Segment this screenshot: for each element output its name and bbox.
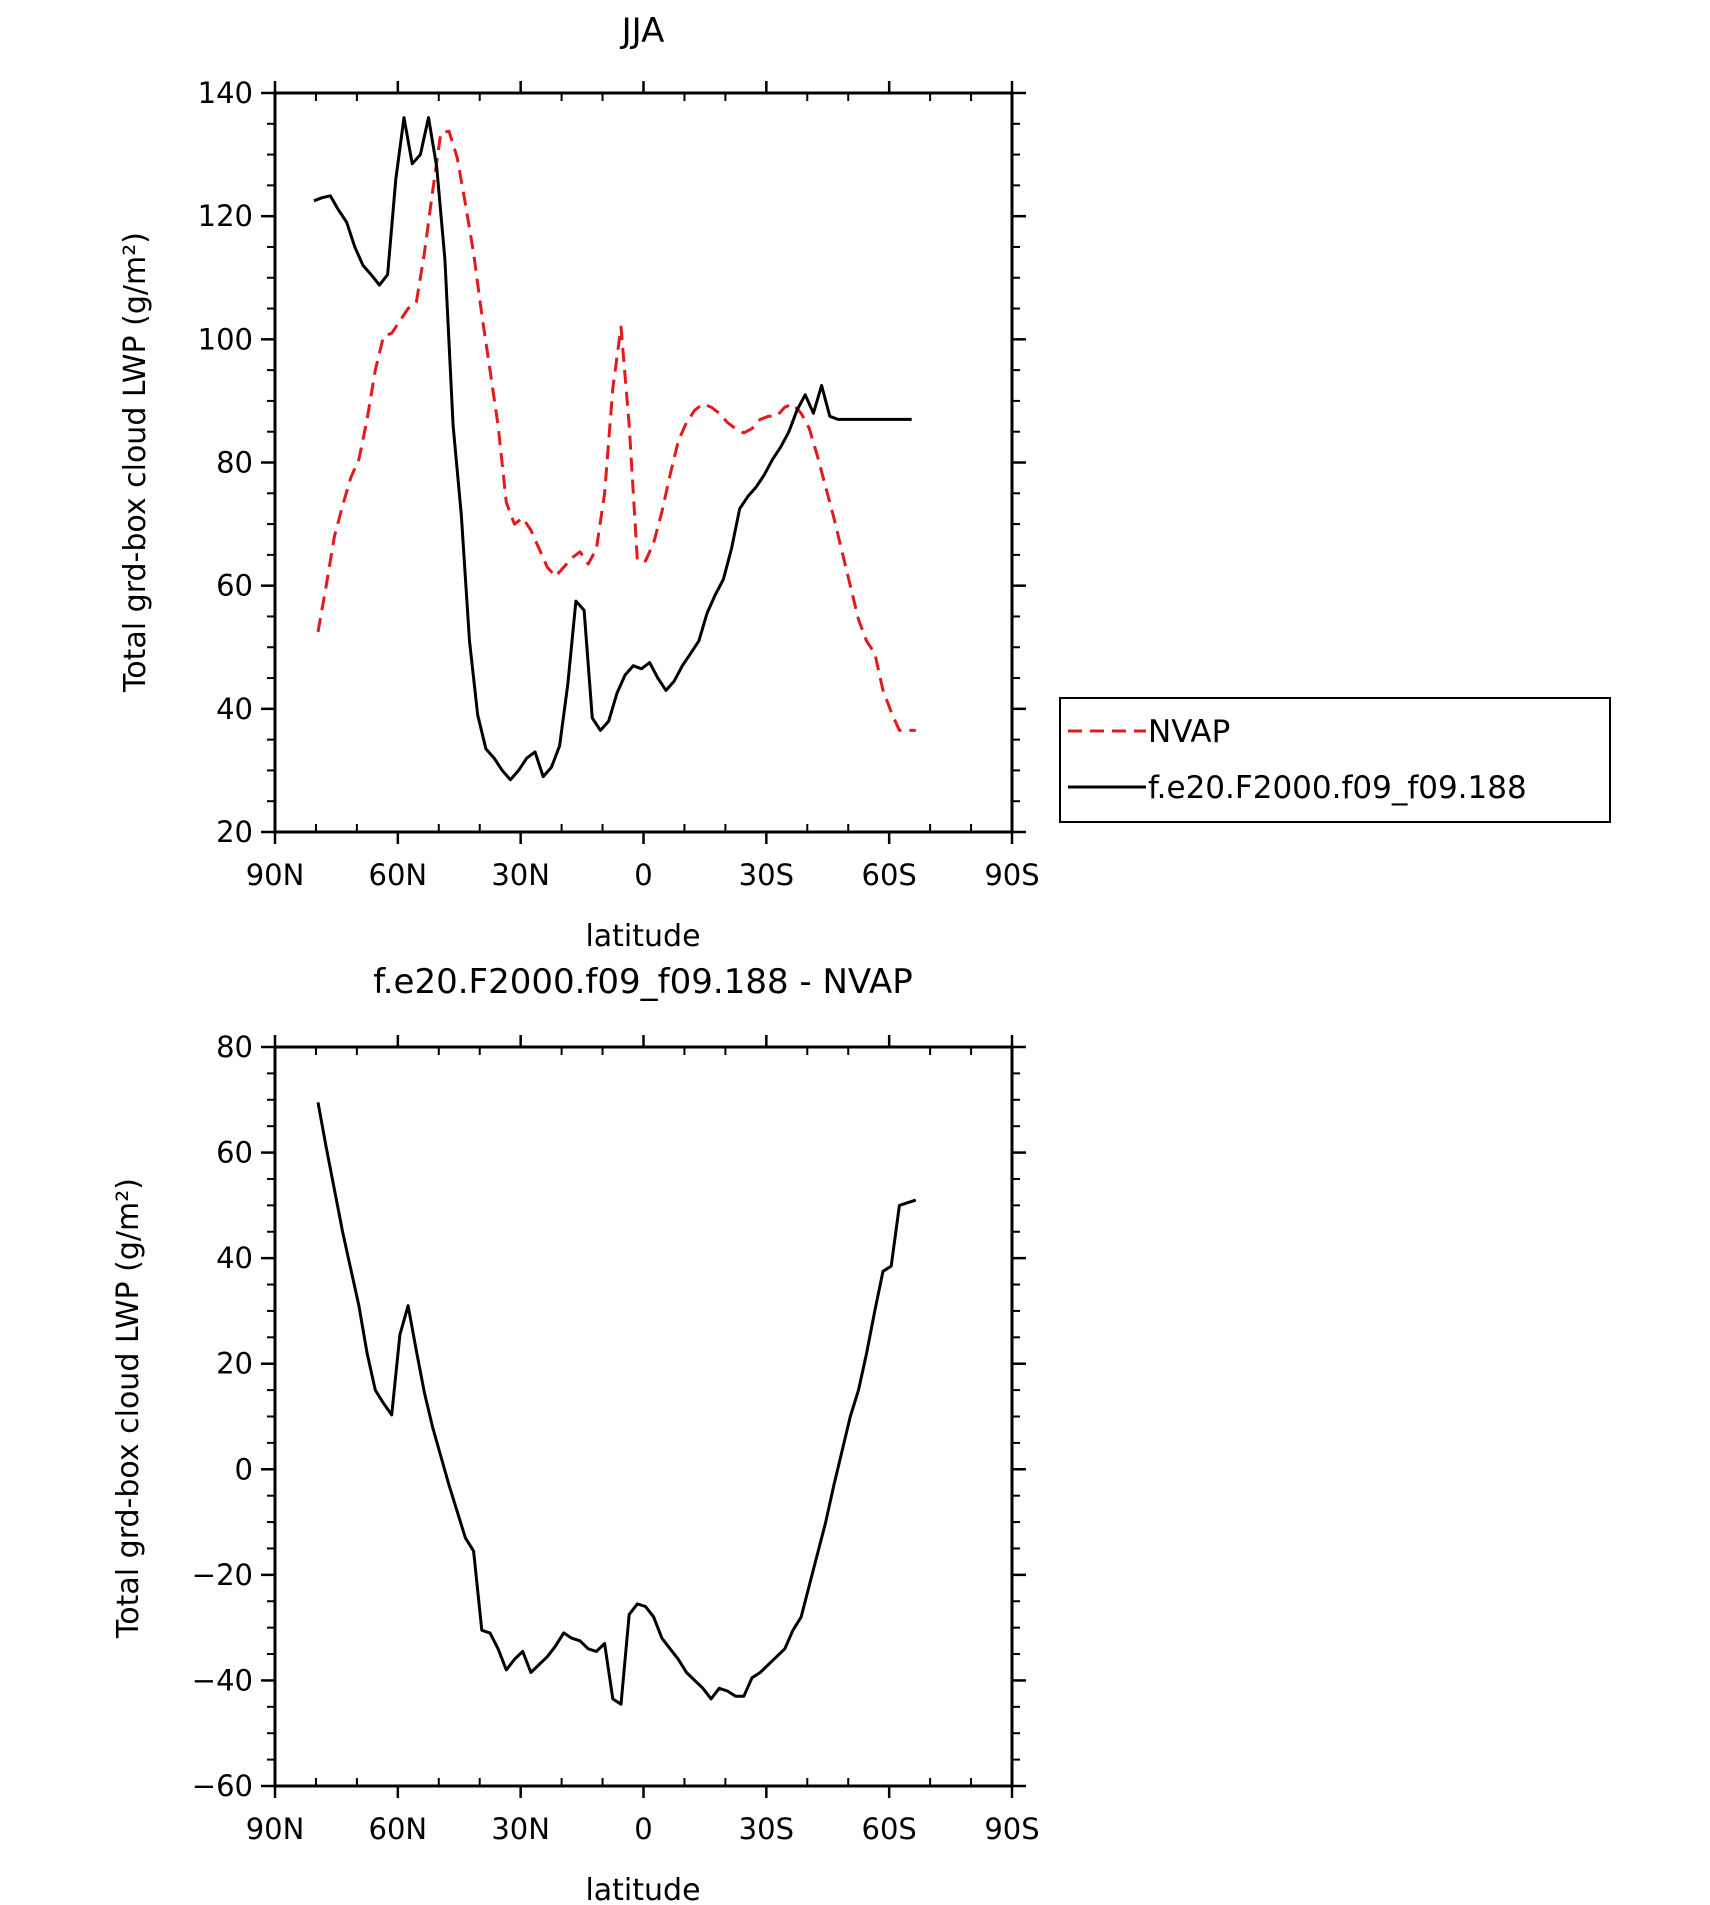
x-tick-label: 30S (739, 858, 794, 892)
top-plot-series (313, 116, 916, 782)
top-axis-ticks: 90N 60N 30N 0 30S 60S 90S 20 40 60 80 100 120 140 (198, 76, 1040, 892)
y-tick-label: 60 (216, 1136, 253, 1170)
y-tick-label: 40 (216, 1241, 253, 1275)
x-tick-label: 90N (246, 1812, 305, 1846)
y-tick-label: 100 (198, 322, 253, 356)
x-tick-label: 90N (246, 858, 305, 892)
bottom-axis-ticks: 90N 60N 30N 0 30S 60S 90S −60 −40 −20 0 20 40 60 80 (192, 1030, 1040, 1846)
y-tick-label: 60 (216, 569, 253, 603)
legend-model-label: f.e20.F2000.f09_f09.188 (1148, 770, 1527, 806)
bottom-chart-title: f.e20.F2000.f09_f09.188 - NVAP (373, 962, 913, 1002)
bottom-plot-frame (273, 1045, 1014, 1788)
top-y-axis-label: Total grd-box cloud LWP (g/m²) (118, 232, 153, 693)
y-tick-label: 20 (216, 1347, 253, 1381)
top-series-line-nvap (316, 129, 916, 732)
x-tick-label: 60N (369, 858, 428, 892)
y-tick-label: 40 (216, 692, 253, 726)
x-tick-label: 90S (984, 1812, 1039, 1846)
x-tick-label: 30N (491, 858, 550, 892)
y-tick-label: 80 (216, 446, 253, 480)
top-chart-title: JJA (620, 11, 665, 51)
x-tick-label: 0 (634, 858, 652, 892)
legend-box (1059, 697, 1611, 823)
x-tick-label: 60N (369, 1812, 428, 1846)
legend: NVAP f.e20.F2000.f09_f09.188 (1059, 697, 1611, 823)
y-tick-label: 80 (216, 1030, 253, 1064)
y-tick-label: 0 (235, 1452, 253, 1486)
y-tick-label: 120 (198, 199, 253, 233)
y-tick-label: −60 (192, 1769, 253, 1803)
bottom-series-line-difference (316, 1102, 917, 1706)
y-tick-label: 20 (216, 815, 253, 849)
top-panel: JJA 90N 60N 30N 0 30S 60S 90S 20 40 60 80 100 120 140… (118, 11, 1611, 954)
x-tick-label: 90S (984, 858, 1039, 892)
x-tick-label: 60S (862, 1812, 917, 1846)
bottom-y-axis-label: Total grd-box cloud LWP (g/m²) (111, 1178, 146, 1639)
bottom-plot-series (316, 1102, 917, 1706)
x-tick-label: 30S (739, 1812, 794, 1846)
bottom-x-axis-label: latitude (585, 1873, 700, 1905)
top-series-line-f-e20-f2000-f09-f09-188 (313, 116, 912, 782)
y-tick-label: −40 (192, 1663, 253, 1697)
top-plot-frame (273, 91, 1014, 834)
top-x-axis-label: latitude (585, 919, 700, 954)
bottom-panel: f.e20.F2000.f09_f09.188 - NVAP 90N 60N 30N… (111, 962, 1040, 1905)
x-tick-label: 60S (862, 858, 917, 892)
y-tick-label: 140 (198, 76, 253, 110)
y-tick-label: −20 (192, 1558, 253, 1592)
x-tick-label: 0 (634, 1812, 652, 1846)
x-tick-label: 30N (491, 1812, 550, 1846)
legend-nvap-label: NVAP (1148, 714, 1230, 750)
